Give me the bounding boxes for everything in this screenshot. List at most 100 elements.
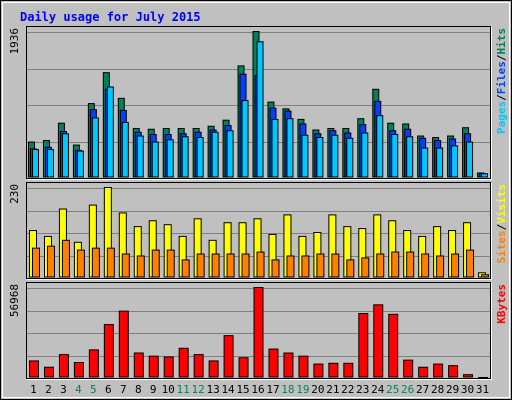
bar-pages-day-4: [76, 150, 84, 178]
bar-sites-day-20: [316, 253, 325, 278]
bar-sites-day-18: [286, 255, 295, 278]
bar-pages-day-14: [226, 130, 234, 178]
x-tick-label-5: 5: [90, 383, 97, 396]
bar-sites-day-5: [91, 247, 100, 278]
bar-kbytes-day-8: [133, 352, 144, 378]
x-tick-label-30: 30: [461, 383, 474, 396]
x-tick-label-6: 6: [105, 383, 112, 396]
bar-sites-day-25: [391, 251, 400, 278]
bar-pages-day-17: [271, 118, 279, 178]
bar-sites-day-8: [136, 255, 145, 278]
bar-kbytes-day-4: [73, 361, 84, 378]
bar-pages-day-29: [451, 145, 459, 178]
bar-pages-day-23: [361, 132, 369, 178]
bar-sites-day-26: [406, 251, 415, 278]
x-tick-label-14: 14: [221, 383, 235, 396]
x-tick-label-12: 12: [192, 383, 205, 396]
bar-pages-day-13: [211, 131, 219, 178]
bar-pages-day-8: [136, 135, 144, 178]
bar-pages-day-30: [466, 141, 474, 178]
chart-title: Daily usage for July 2015: [20, 10, 201, 24]
bar-pages-day-26: [406, 136, 414, 178]
bar-pages-day-21: [331, 134, 339, 178]
bar-kbytes-day-31: [478, 377, 489, 379]
x-tick-label-22: 22: [341, 383, 354, 396]
bar-sites-day-31: [481, 274, 490, 278]
x-tick-label-1: 1: [30, 383, 37, 396]
bar-sites-day-13: [211, 253, 220, 278]
bar-kbytes-day-22: [343, 362, 354, 378]
panel-visits-ymax-label: 230: [8, 184, 21, 204]
bar-sites-day-12: [196, 253, 205, 278]
legend-entry: Visits: [495, 184, 508, 224]
x-tick-label-23: 23: [356, 383, 369, 396]
bar-kbytes-day-14: [223, 335, 234, 378]
bar-pages-day-27: [421, 147, 429, 178]
bar-pages-day-12: [196, 137, 204, 178]
bar-kbytes-day-17: [268, 348, 279, 378]
bar-sites-day-9: [151, 249, 160, 278]
bar-kbytes-day-23: [358, 313, 369, 378]
bar-kbytes-day-30: [463, 374, 474, 378]
bar-pages-day-31: [481, 173, 489, 178]
bar-kbytes-day-25: [388, 313, 399, 378]
x-tick-label-24: 24: [371, 383, 385, 396]
bar-sites-day-30: [466, 249, 475, 278]
bar-pages-day-16: [256, 41, 264, 178]
bar-pages-day-25: [391, 134, 399, 178]
bar-kbytes-day-19: [298, 355, 309, 378]
bar-kbytes-day-5: [88, 349, 99, 378]
legend-entry: Hits: [495, 28, 508, 55]
bar-kbytes-day-7: [118, 310, 129, 378]
x-tick-label-21: 21: [326, 383, 339, 396]
x-tick-label-17: 17: [266, 383, 279, 396]
bar-sites-day-6: [106, 247, 115, 278]
x-tick-label-2: 2: [45, 383, 52, 396]
chart-panels: 1936Pages/Files/Hits230Sites/Visits56968…: [8, 26, 508, 380]
x-tick-label-10: 10: [162, 383, 175, 396]
x-tick-label-8: 8: [135, 383, 142, 396]
x-tick-label-20: 20: [311, 383, 324, 396]
x-tick-label-28: 28: [431, 383, 444, 396]
x-tick-label-18: 18: [281, 383, 294, 396]
bar-kbytes-day-24: [373, 304, 384, 378]
bar-pages-day-2: [46, 149, 54, 178]
bar-sites-day-4: [76, 249, 85, 278]
x-axis-labels: 1 2 3 4 5 6 7 8 9 10 11 12 13 14 15 16 17 18 19 20 21 22 23 24 2…: [30, 383, 489, 396]
bar-kbytes-day-28: [433, 363, 444, 378]
bar-kbytes-day-20: [313, 363, 324, 378]
series-sites: [32, 239, 490, 278]
bar-sites-day-10: [166, 249, 175, 278]
legend-entry: /: [495, 54, 508, 61]
bar-sites-day-3: [61, 239, 70, 278]
bar-sites-day-17: [271, 259, 280, 278]
panel-kbytes-ymax-label: 56968: [8, 284, 21, 317]
bar-sites-day-24: [376, 253, 385, 278]
bar-kbytes-day-16: [253, 287, 264, 378]
bar-kbytes-day-1: [29, 360, 39, 378]
x-tick-label-16: 16: [251, 383, 264, 396]
bar-kbytes-day-9: [148, 355, 159, 378]
bar-kbytes-day-18: [283, 352, 294, 378]
bar-sites-day-22: [346, 259, 355, 278]
bar-kbytes-day-10: [163, 356, 174, 378]
bar-kbytes-day-12: [193, 354, 204, 378]
x-tick-label-11: 11: [177, 383, 190, 396]
bar-sites-day-11: [181, 259, 190, 278]
x-tick-label-13: 13: [206, 383, 219, 396]
legend-entry: /: [495, 223, 508, 230]
panel-hits-ymax-label: 1936: [8, 28, 21, 55]
bar-pages-day-7: [121, 121, 129, 178]
bar-kbytes-day-3: [58, 354, 69, 378]
x-tick-label-29: 29: [446, 383, 459, 396]
x-tick-label-15: 15: [236, 383, 249, 396]
panel-hits-legend: Pages/Files/Hits: [495, 28, 508, 134]
bar-kbytes-day-13: [208, 360, 219, 378]
x-tick-label-19: 19: [296, 383, 309, 396]
bar-sites-day-19: [301, 255, 310, 278]
bar-kbytes-day-11: [178, 347, 189, 378]
bar-sites-day-21: [331, 253, 340, 278]
bar-pages-day-6: [106, 86, 114, 178]
